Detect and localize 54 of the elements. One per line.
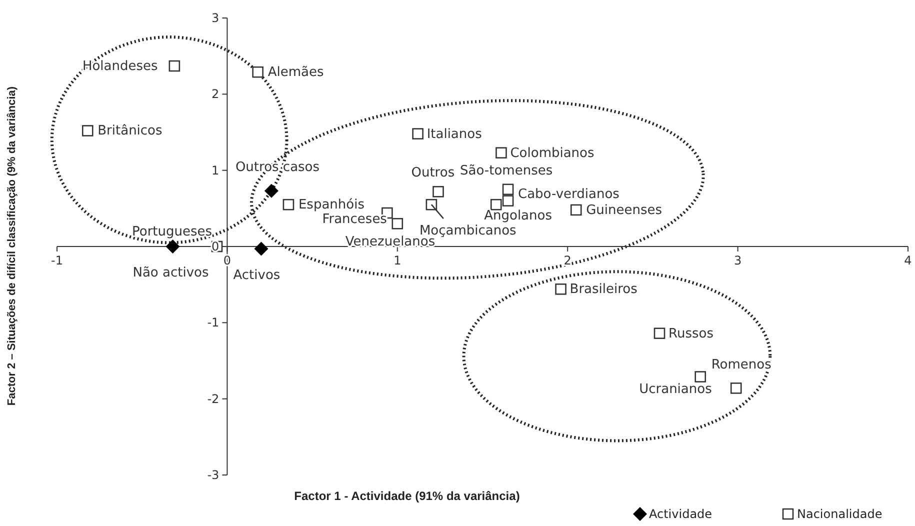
data-label: Alemães: [268, 65, 324, 80]
point: [490, 198, 502, 210]
point: [432, 186, 444, 198]
data-label: Espanhóis: [298, 198, 365, 213]
data-label: Colombianos: [510, 146, 595, 161]
point: [264, 184, 278, 198]
point: [496, 147, 507, 158]
point: [426, 198, 438, 210]
point: [730, 382, 742, 394]
data-label: Russos: [668, 326, 714, 342]
point: [502, 184, 514, 196]
point: [82, 125, 94, 136]
point: [166, 240, 180, 254]
point: [502, 195, 514, 206]
data-label: Outros: [411, 166, 455, 181]
y-tick-label: 1: [212, 163, 220, 178]
y-tick-label: 2: [212, 87, 220, 102]
y-axis-title: Factor 2 – Situações de difícil classificação (9% da variância): [6, 86, 18, 406]
y-tick-label: -1: [207, 316, 220, 330]
point: [694, 371, 706, 382]
x-tick-label: 4: [904, 254, 912, 268]
point: [555, 284, 566, 295]
x-tick-label: 1: [394, 254, 402, 268]
point: [254, 242, 268, 256]
legend-label: Actividade: [649, 507, 712, 521]
legend-label: Nacionalidade: [797, 507, 882, 521]
point: [412, 128, 424, 140]
point: [252, 66, 264, 78]
data-label: Activos: [233, 268, 280, 283]
data-label: Franceses: [322, 212, 388, 227]
y-tick-label: -3: [207, 468, 220, 482]
data-label: Britânicos: [98, 124, 163, 139]
data-label: Não activos: [132, 266, 209, 280]
data-label: São-tomenses: [460, 163, 553, 178]
data-label: Brasileiros: [570, 282, 638, 298]
x-axis-title: Factor 1 - Actividade (91% da variância): [294, 489, 520, 503]
data-label: Cabo-verdianos: [518, 186, 620, 202]
data-label: Romenos: [711, 358, 772, 373]
data-label: Portugueses: [132, 224, 212, 240]
x-tick-label: -1: [51, 254, 63, 268]
data-label: Ucranianos: [639, 382, 712, 398]
data-label: Guineenses: [586, 202, 662, 218]
data-label: Holandeses: [82, 58, 158, 74]
y-tick-label: 3: [212, 11, 220, 25]
point: [654, 328, 666, 339]
point: [282, 198, 294, 210]
x-tick-label: 2: [564, 254, 572, 268]
point: [570, 204, 582, 216]
x-tick-label: 3: [734, 254, 742, 268]
data-label: Angolanos: [484, 208, 552, 224]
y-tick-label: -2: [207, 392, 220, 406]
point: [168, 60, 180, 72]
point: [392, 218, 404, 230]
data-label: Italianos: [426, 126, 482, 142]
